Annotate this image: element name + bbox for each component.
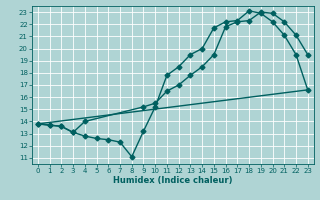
X-axis label: Humidex (Indice chaleur): Humidex (Indice chaleur) bbox=[113, 176, 233, 185]
